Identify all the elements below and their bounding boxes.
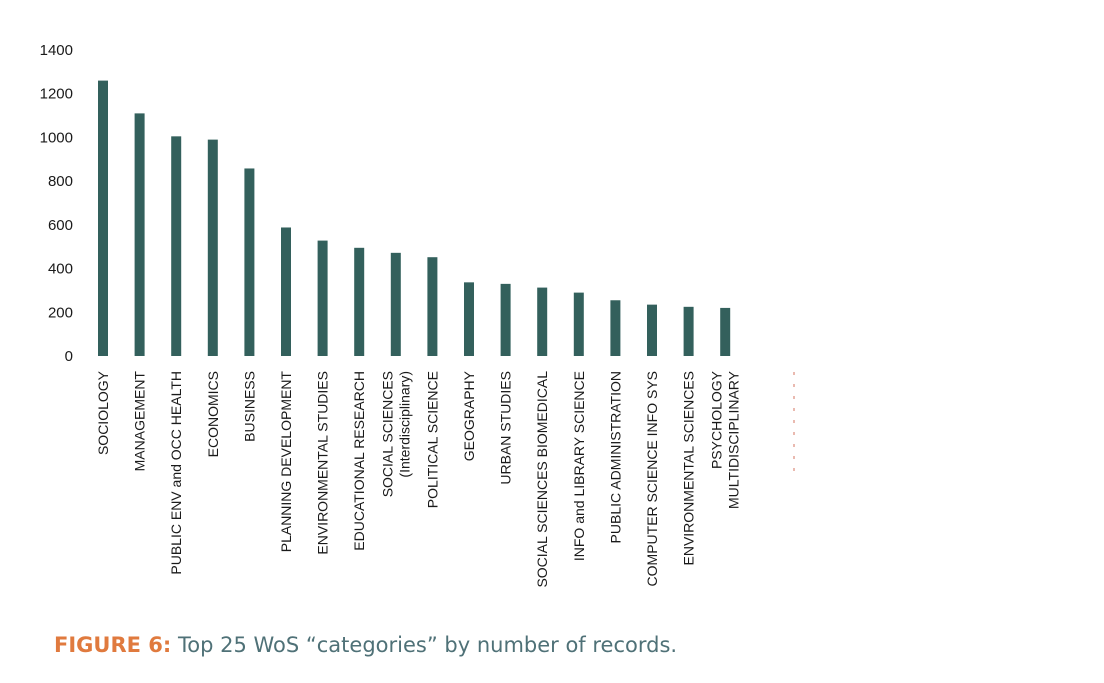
- x-category-label: PSYCHOLOGY: [709, 370, 725, 469]
- bar: [610, 300, 621, 356]
- x-category-label: ENVIRONMENTAL SCIENCES: [681, 371, 697, 565]
- y-tick-label: 0: [65, 348, 73, 365]
- x-category-label: PUBLIC ADMINISTRATION: [607, 371, 623, 543]
- x-axis-labels: SOCIOLOGY MANAGEMENT PUBLIC ENV and OCC HE…: [95, 370, 742, 587]
- x-category-label: EDUCATIONAL RESEARCH: [351, 371, 367, 551]
- x-category-label: BUSINESS: [241, 371, 257, 442]
- figure-label: FIGURE 6:: [54, 633, 172, 657]
- bar: [683, 306, 694, 356]
- bar: [500, 283, 511, 356]
- x-category-label: (Interdisciplinary): [396, 371, 412, 478]
- y-tick-label: 1400: [40, 42, 73, 59]
- bar: [354, 247, 365, 356]
- x-category-label: POLITICAL SCIENCE: [424, 371, 440, 508]
- bar: [244, 168, 255, 356]
- x-category-label: URBAN STUDIES: [498, 371, 514, 485]
- x-category-label: MANAGEMENT: [132, 371, 148, 472]
- bar: [537, 287, 548, 356]
- x-category-label: GEOGRAPHY: [461, 370, 477, 461]
- x-category-label: PLANNING DEVELOPMENT: [278, 371, 294, 553]
- bar: [134, 113, 145, 356]
- bar: [207, 139, 218, 356]
- x-category-label: SOCIAL SCIENCES BIOMEDICAL: [534, 371, 550, 588]
- figure-caption-text: Top 25 WoS “categories” by number of rec…: [177, 633, 678, 657]
- y-tick-label: 200: [48, 304, 73, 321]
- y-tick-label: 800: [48, 173, 73, 190]
- y-tick-label: 1200: [40, 86, 73, 103]
- bar: [390, 252, 401, 356]
- x-category-label: PUBLIC ENV and OCC HEALTH: [168, 371, 184, 575]
- x-category-label: INFO and LIBRARY SCIENCE: [571, 371, 587, 561]
- y-tick-label: 600: [48, 217, 73, 234]
- y-tick-label: 1000: [40, 129, 73, 146]
- x-category-label: COMPUTER SCIENCE INFO SYS: [644, 371, 660, 586]
- x-category-label: ECONOMICS: [205, 371, 221, 457]
- bar: [171, 136, 182, 356]
- y-axis: 0 200 400 600 800 1000 1200 1400: [40, 42, 73, 365]
- x-category-label: SOCIAL SCIENCES: [379, 371, 395, 497]
- bar: [464, 282, 474, 356]
- x-category-label: MULTIDISCIPLINARY: [726, 370, 742, 509]
- bar: [573, 292, 584, 356]
- bar: [427, 257, 438, 356]
- bar: [98, 80, 108, 356]
- x-category-label: SOCIOLOGY: [95, 370, 111, 455]
- bars-group: [98, 80, 731, 356]
- bar: [281, 227, 291, 356]
- figure-caption: FIGURE 6: Top 25 WoS “categories” by num…: [54, 633, 677, 657]
- y-tick-label: 400: [48, 261, 73, 278]
- bar: [647, 304, 657, 356]
- bar: [720, 307, 731, 356]
- x-category-label: ENVIRONMENTAL STUDIES: [315, 371, 331, 555]
- bar: [317, 240, 328, 356]
